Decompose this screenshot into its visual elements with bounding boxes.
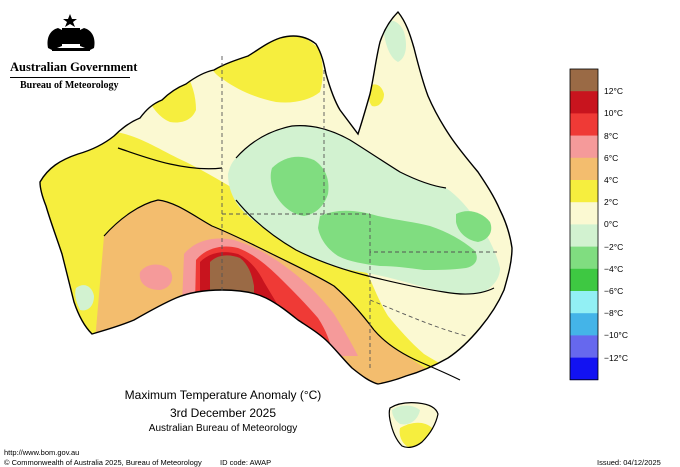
tas-zone-cool — [392, 405, 420, 425]
contour-line-0-south — [235, 199, 495, 295]
dept-name: Bureau of Meteorology — [20, 80, 119, 91]
legend-swatch — [570, 157, 598, 181]
legend-swatch — [570, 335, 598, 358]
legend-label: 10°C — [604, 108, 623, 119]
mainland-coastline — [39, 10, 513, 385]
legend-label: 0°C — [604, 219, 619, 230]
legend-label: 2°C — [604, 197, 619, 208]
map-title: Maximum Temperature Anomaly (°C) — [124, 388, 322, 402]
tasmania-coastline — [388, 402, 439, 448]
legend-label: −12°C — [604, 352, 628, 363]
legend-swatch — [570, 113, 598, 136]
state-borders — [221, 56, 500, 368]
map-credit: Australian Bureau of Meteorology — [148, 423, 298, 434]
emblem-emu — [80, 28, 95, 50]
zone-anomaly-minus-2-to-0-west-coast — [75, 285, 94, 311]
legend — [569, 68, 599, 381]
legend-label: 8°C — [604, 130, 619, 141]
zone-anomaly-above-12 — [210, 255, 254, 300]
map-date: 3rd December 2025 — [169, 406, 277, 420]
legend-swatch — [570, 268, 598, 292]
legend-label: 6°C — [604, 152, 619, 163]
contour-line-north — [117, 147, 223, 170]
zone-anomaly-6-to-8-west — [139, 264, 173, 290]
legend-label: −4°C — [604, 263, 624, 274]
contour-line-east — [373, 329, 461, 381]
org-name: Australian Government — [10, 60, 138, 74]
zone-anomaly-minus-4-to-minus-2-centre — [270, 156, 329, 216]
legend-label: −6°C — [604, 286, 624, 296]
legend-swatch — [570, 202, 598, 225]
footer-issued: Issued: 04/12/2025 — [597, 458, 661, 467]
zone-anomaly-minus-4-to-minus-2-band — [318, 210, 477, 270]
legend-frame — [569, 68, 599, 381]
legend-label: 12°C — [604, 86, 623, 97]
border-nsw-vic — [369, 299, 467, 337]
legend-swatch — [570, 246, 598, 270]
emblem-base — [52, 48, 90, 51]
footer-url[interactable]: http://www.bom.gov.au — [4, 448, 80, 457]
legend-swatch — [570, 69, 598, 92]
emblem-star — [63, 14, 77, 27]
legend-label: 4°C — [604, 175, 619, 185]
contour-line-2 — [103, 199, 375, 331]
legend-swatch — [570, 91, 598, 114]
legend-label: −2°C — [604, 241, 624, 252]
logo-divider — [10, 77, 130, 78]
contour-lines — [103, 125, 495, 381]
zone-anomaly-2-to-4-cape — [368, 84, 384, 107]
zone-anomaly-minus-4-to-minus-2-east — [456, 211, 492, 242]
legend-swatch — [570, 180, 598, 203]
footer-copyright: © Commonwealth of Australia 2025, Bureau… — [4, 458, 202, 467]
zone-anomaly-2-to-4-tip — [300, 78, 315, 92]
legend-swatch — [570, 313, 598, 336]
legend-swatch — [570, 135, 598, 159]
contour-line-0 — [235, 125, 447, 189]
legend-swatch — [570, 357, 598, 381]
coat-of-arms-emblem — [47, 14, 95, 51]
emblem-kangaroo — [47, 28, 62, 50]
legend-swatch — [570, 291, 598, 314]
legend-label: −10°C — [604, 330, 628, 341]
legend-label: −8°C — [604, 308, 624, 319]
legend-swatch — [570, 224, 598, 247]
zone-anomaly-minus-2-to-0-cape — [384, 20, 406, 62]
emblem-shield — [62, 28, 80, 44]
footer-id-code: ID code: AWAP — [220, 458, 272, 467]
